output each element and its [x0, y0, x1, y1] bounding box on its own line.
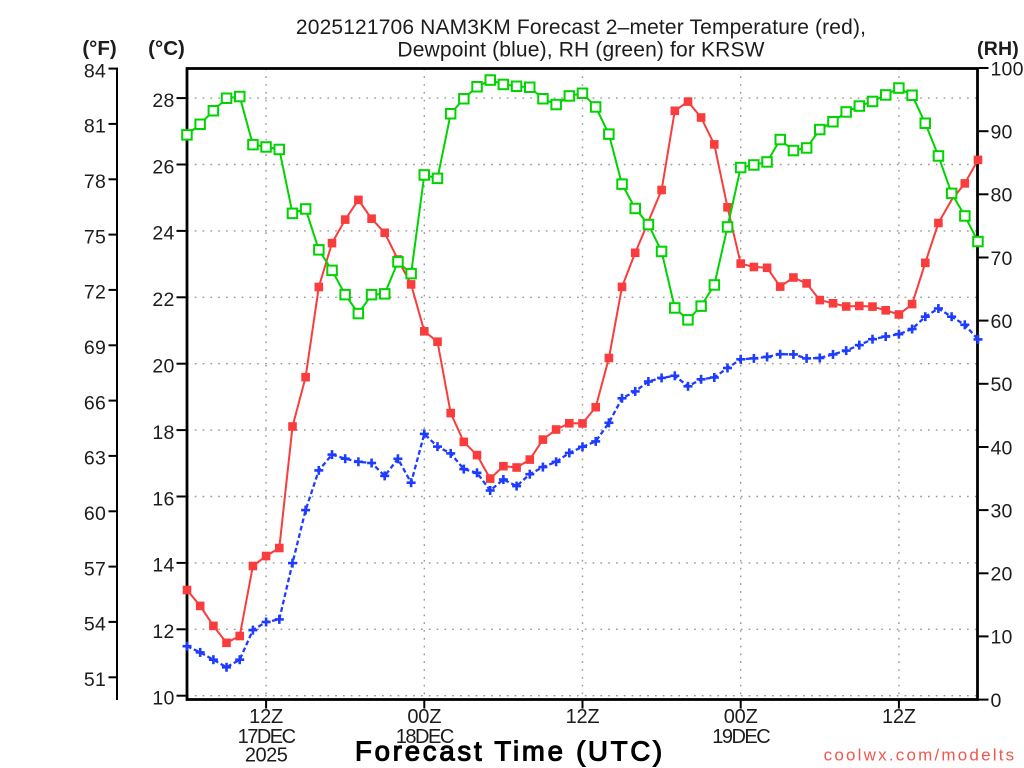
svg-text:75: 75: [84, 226, 106, 248]
svg-text:00Z: 00Z: [407, 706, 441, 728]
svg-text:20: 20: [152, 356, 174, 378]
svg-text:78: 78: [84, 171, 106, 193]
svg-text:24: 24: [152, 223, 174, 245]
svg-text:12: 12: [152, 621, 174, 643]
svg-text:16: 16: [152, 488, 174, 510]
svg-text:60: 60: [991, 311, 1013, 333]
svg-text:60: 60: [84, 503, 106, 525]
svg-text:100: 100: [991, 58, 1024, 80]
svg-text:10: 10: [991, 627, 1013, 649]
svg-text:30: 30: [991, 500, 1013, 522]
svg-text:66: 66: [84, 392, 106, 414]
svg-text:69: 69: [84, 337, 106, 359]
svg-text:(°C): (°C): [148, 37, 185, 60]
svg-text:Forecast Time (UTC): Forecast Time (UTC): [355, 736, 665, 767]
svg-text:Dewpoint (blue), RH (green) fo: Dewpoint (blue), RH (green) for KRSW: [397, 39, 764, 62]
svg-text:63: 63: [84, 448, 106, 470]
svg-text:50: 50: [991, 374, 1013, 396]
svg-text:51: 51: [84, 669, 106, 691]
svg-text:72: 72: [84, 282, 106, 304]
svg-text:12Z: 12Z: [566, 706, 600, 728]
svg-text:17DEC: 17DEC: [238, 726, 296, 748]
svg-text:14: 14: [152, 555, 174, 577]
svg-text:00Z: 00Z: [724, 706, 758, 728]
svg-text:(RH): (RH): [977, 38, 1019, 60]
svg-text:18DEC: 18DEC: [396, 726, 454, 748]
svg-text:26: 26: [152, 156, 174, 178]
svg-text:20: 20: [991, 564, 1013, 586]
svg-text:22: 22: [152, 289, 174, 311]
svg-text:12Z: 12Z: [882, 706, 916, 728]
svg-text:81: 81: [84, 116, 106, 138]
svg-text:40: 40: [991, 437, 1013, 459]
svg-text:coolwx.com/modelts: coolwx.com/modelts: [824, 746, 1017, 765]
svg-text:12Z: 12Z: [249, 706, 283, 728]
svg-text:28: 28: [152, 90, 174, 112]
svg-text:18: 18: [152, 422, 174, 444]
svg-text:2025121706 NAM3KM Forecast 2–m: 2025121706 NAM3KM Forecast 2–meter Tempe…: [296, 16, 866, 39]
svg-text:84: 84: [84, 60, 106, 82]
svg-text:0: 0: [991, 690, 1002, 712]
svg-text:10: 10: [152, 688, 174, 710]
svg-text:90: 90: [991, 122, 1013, 144]
svg-text:19DEC: 19DEC: [712, 726, 770, 748]
svg-text:70: 70: [991, 248, 1013, 270]
svg-text:(°F): (°F): [82, 37, 116, 60]
svg-text:57: 57: [84, 558, 106, 580]
svg-text:80: 80: [991, 185, 1013, 207]
svg-text:54: 54: [84, 614, 106, 636]
svg-text:2025: 2025: [245, 745, 288, 767]
